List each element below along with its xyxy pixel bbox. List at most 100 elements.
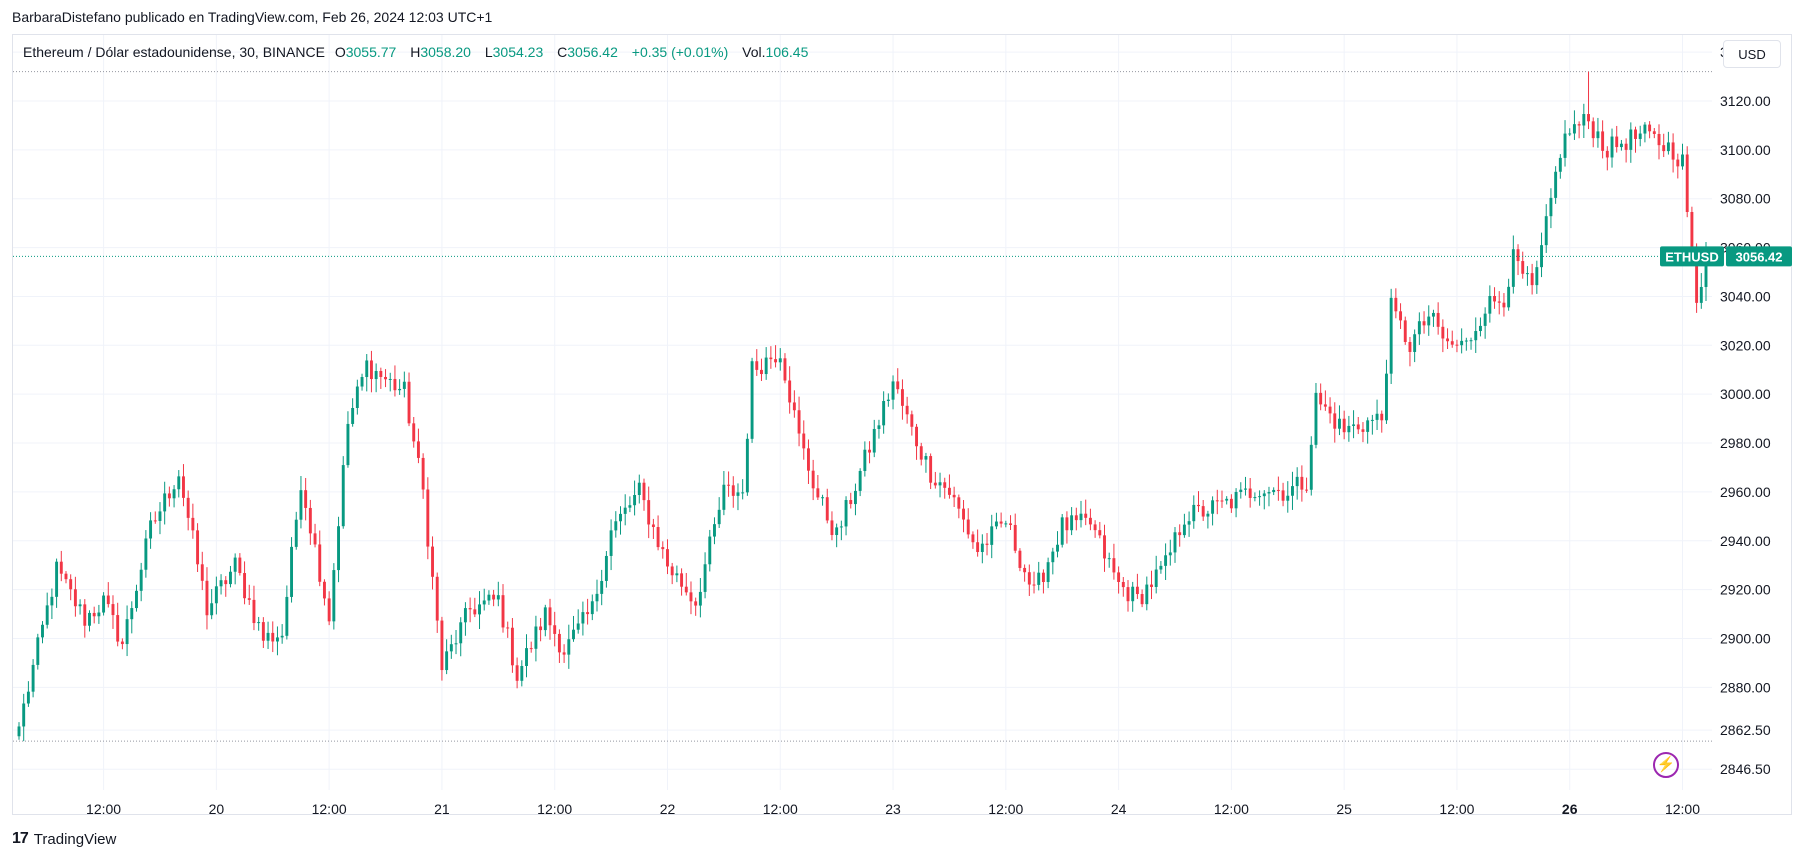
- candle-body: [858, 470, 862, 491]
- candle-body: [125, 619, 129, 645]
- candle-body: [1084, 513, 1088, 518]
- candle-body: [604, 555, 608, 581]
- candle-body: [158, 511, 162, 521]
- y-tick-label: 3040.00: [1720, 288, 1771, 304]
- candle-body: [1676, 159, 1680, 167]
- candle-body: [1032, 584, 1036, 586]
- candle-body: [614, 521, 618, 531]
- candle-body: [214, 586, 218, 604]
- candle-body: [760, 369, 763, 375]
- candle-body: [1220, 500, 1224, 502]
- candle-body: [1549, 197, 1553, 217]
- candle-body: [1610, 136, 1614, 158]
- candle-body: [1446, 338, 1450, 342]
- candle-body: [355, 386, 359, 408]
- candle-body: [778, 358, 782, 363]
- candle-body: [581, 612, 585, 624]
- candle-body: [83, 604, 87, 626]
- candle-body: [1234, 491, 1238, 509]
- candle-body: [1314, 392, 1318, 445]
- legend-low-label: L: [484, 44, 493, 60]
- x-tick-label: 12:00: [1439, 801, 1474, 817]
- candle-body: [1460, 340, 1464, 346]
- candle-body: [1135, 586, 1139, 595]
- candle-body: [769, 357, 773, 360]
- candle-body: [379, 370, 383, 377]
- candle-body: [1037, 572, 1041, 585]
- candle-body: [271, 632, 275, 642]
- legend-high-label: H: [410, 44, 421, 60]
- candle-body: [1450, 341, 1454, 345]
- candle-body: [1103, 535, 1106, 559]
- candle-body: [886, 399, 890, 402]
- candle-body: [398, 388, 402, 391]
- candle-body: [186, 497, 190, 518]
- candle-body: [698, 591, 702, 606]
- candle-body: [167, 493, 171, 499]
- candle-body: [1685, 154, 1689, 213]
- candle-body: [1215, 500, 1219, 502]
- candle-body: [1229, 498, 1233, 509]
- candle-body: [976, 542, 980, 553]
- candle-body: [915, 426, 918, 447]
- candle-body: [844, 500, 848, 527]
- candle-body: [416, 441, 420, 458]
- lightning-icon[interactable]: ⚡: [1653, 752, 1679, 778]
- candle-body: [839, 526, 843, 528]
- candle-body: [567, 639, 571, 655]
- candle-body: [708, 536, 712, 565]
- candle-body: [1619, 143, 1623, 148]
- candle-body: [1112, 558, 1116, 573]
- candle-body: [910, 414, 914, 427]
- y-tick-label: 2960.00: [1720, 484, 1771, 500]
- candle-body: [341, 465, 345, 527]
- candle-body: [97, 612, 101, 617]
- candle-body: [431, 546, 434, 577]
- candle-body: [506, 627, 510, 629]
- candle-body: [642, 482, 646, 501]
- candle-body: [229, 571, 232, 585]
- x-tick-label: 21: [434, 801, 450, 817]
- candle-body: [55, 561, 59, 597]
- last-price-label: 3056.42: [1736, 249, 1783, 264]
- candle-body: [73, 589, 77, 607]
- candle-body: [774, 359, 778, 363]
- candle-body: [365, 360, 369, 378]
- candle-body: [304, 490, 308, 508]
- candle-body: [1525, 273, 1529, 275]
- candle-body: [210, 603, 214, 616]
- candle-body: [1624, 143, 1628, 150]
- candle-body: [924, 456, 928, 460]
- candle-body: [1493, 296, 1496, 302]
- candle-body: [1431, 312, 1435, 317]
- candle-body: [882, 401, 886, 426]
- candle-body: [957, 497, 961, 509]
- candle-body: [1051, 551, 1055, 563]
- candle-body: [1333, 413, 1337, 429]
- candle-body: [1323, 404, 1327, 407]
- y-tick-label: 2846.50: [1720, 761, 1771, 777]
- candle-body: [994, 521, 998, 527]
- candle-body: [576, 623, 580, 630]
- candle-body: [600, 580, 604, 594]
- legend-close-value: 3056.42: [567, 44, 618, 60]
- candle-body: [764, 357, 768, 375]
- candle-body: [891, 381, 895, 400]
- candle-body: [1201, 506, 1205, 517]
- candle-body: [1507, 286, 1511, 308]
- candle-body: [294, 519, 298, 547]
- y-tick-label: 2862.50: [1720, 722, 1771, 738]
- x-tick-label: 12:00: [763, 801, 798, 817]
- candle-body: [675, 573, 679, 576]
- candle-body: [1648, 124, 1652, 132]
- candle-body: [661, 547, 665, 550]
- currency-button[interactable]: USD: [1723, 40, 1781, 68]
- candle-body: [1187, 521, 1191, 525]
- candle-body: [1535, 267, 1539, 286]
- candle-body: [1276, 489, 1280, 491]
- y-tick-label: 2920.00: [1720, 582, 1771, 598]
- candle-body: [153, 520, 157, 522]
- candle-body: [172, 489, 176, 499]
- candle-body: [351, 407, 355, 424]
